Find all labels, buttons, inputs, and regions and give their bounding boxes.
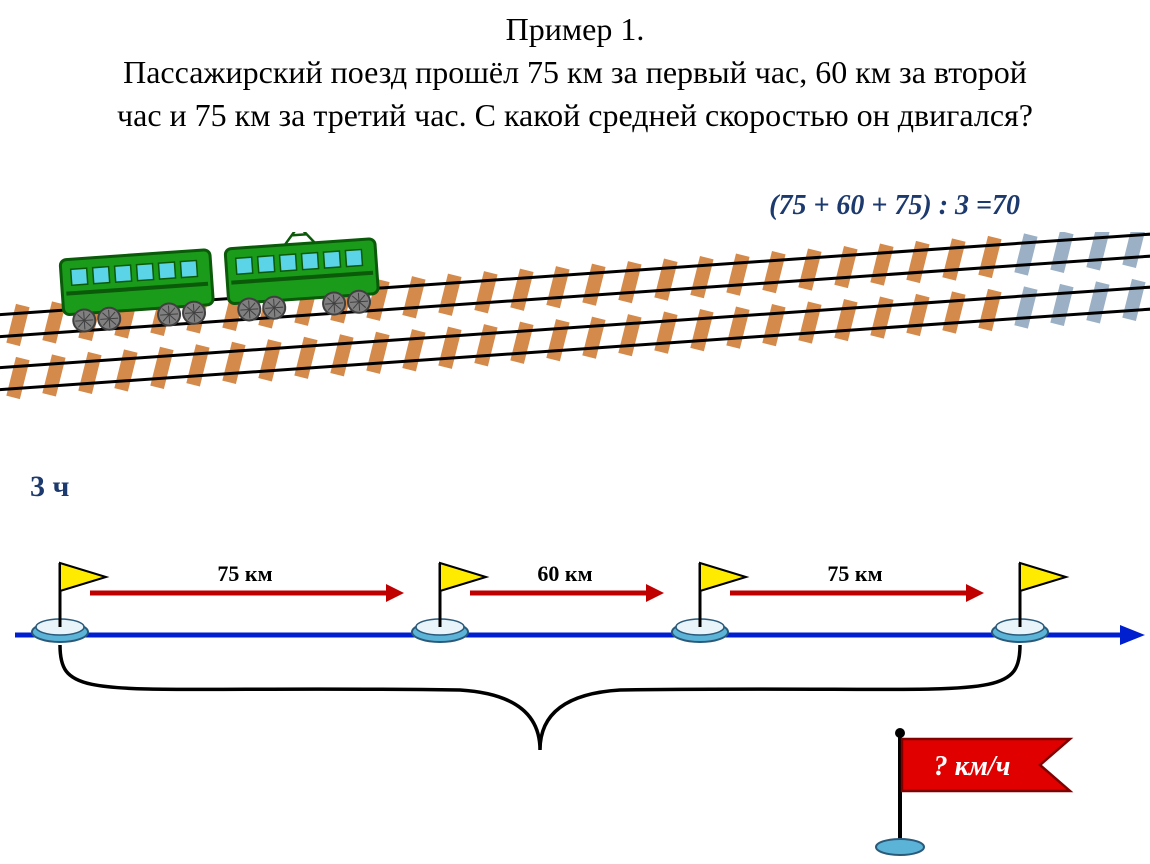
segment-diagram: 75 км 60 км 75 км ? км/ч: [0, 520, 1150, 860]
svg-text:75 км: 75 км: [217, 561, 272, 586]
time-label: 3 ч: [30, 470, 69, 504]
svg-text:? км/ч: ? км/ч: [934, 751, 1011, 782]
title-line-3: час и 75 км за третий час. С какой средн…: [0, 94, 1150, 137]
svg-text:75 км: 75 км: [827, 561, 882, 586]
title-line-1: Пример 1.: [0, 8, 1150, 51]
formula-text: (75 + 60 + 75) : 3 =70: [769, 190, 1020, 222]
title-line-2: Пассажирский поезд прошёл 75 км за первы…: [0, 51, 1150, 94]
svg-text:60 км: 60 км: [537, 561, 592, 586]
title-block: Пример 1. Пассажирский поезд прошёл 75 к…: [0, 0, 1150, 138]
train-track-illustration: [0, 232, 1150, 452]
